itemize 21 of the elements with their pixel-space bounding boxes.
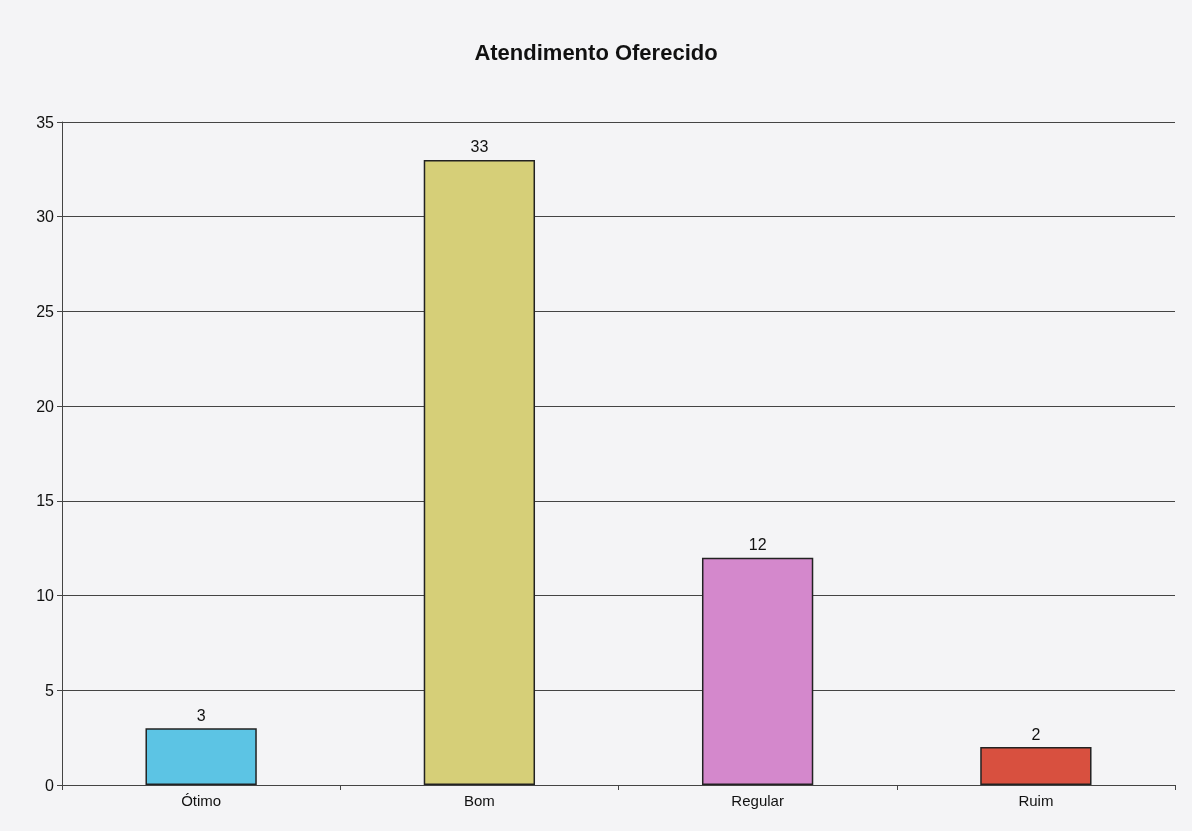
bar [701, 557, 814, 785]
y-tick-label: 5 [45, 681, 55, 699]
y-tick-label: 10 [36, 587, 55, 605]
x-tick-label: Bom [463, 792, 495, 809]
bar [423, 159, 536, 785]
y-tick-label: 35 [36, 113, 55, 131]
y-tick-label: 20 [36, 397, 55, 415]
bar [145, 728, 257, 785]
data-label: 2 [1031, 725, 1041, 743]
y-tick-label: 0 [45, 776, 55, 794]
y-tick-label: 25 [36, 302, 55, 320]
data-label: 12 [748, 536, 767, 554]
bar [980, 747, 1092, 785]
y-tick-label: 30 [36, 208, 55, 226]
data-label: 33 [470, 138, 489, 156]
x-tick-label: Ruim [1018, 792, 1054, 809]
y-tick-label: 15 [36, 492, 55, 510]
chart-title: Atendimento Oferecido [474, 39, 718, 65]
data-label: 3 [196, 706, 206, 724]
x-tick-label: Ótimo [181, 792, 222, 809]
x-tick-label: Regular [731, 792, 784, 809]
